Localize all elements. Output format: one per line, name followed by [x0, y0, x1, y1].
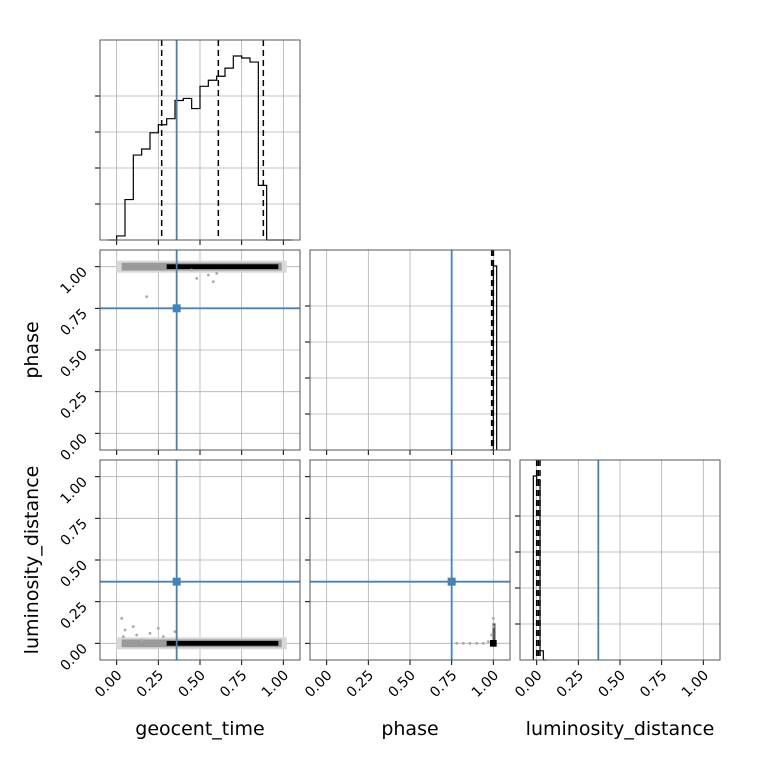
ytick-label-1-4: 1.00	[57, 264, 90, 297]
xtick-label-2-2: 0.50	[595, 668, 628, 701]
xlabel-luminosity-distance: luminosity_distance	[526, 718, 715, 740]
ytick-label-1-1: 0.25	[57, 389, 90, 422]
scatter-geocent-time-luminosity-distance-sample-point-2	[135, 633, 139, 637]
scatter-geocent-time-luminosity-distance-sample-point-6	[131, 625, 135, 629]
ytick-label-2-4: 1.00	[57, 474, 90, 507]
xtick-label-1-1: 0.25	[344, 668, 377, 701]
ylabel-phase: phase	[21, 321, 43, 378]
scatter-geocent-time-phase-truth-marker	[172, 304, 181, 313]
xtick-label-1-0: 0.00	[302, 668, 335, 701]
scatter-phase-luminosity-distance-frame	[309, 459, 511, 661]
scatter-phase-luminosity-distance-truth-marker	[447, 577, 456, 586]
scatter-phase-luminosity-distance-density-core	[490, 640, 497, 647]
scatter-geocent-time-luminosity-distance-sample-point-3	[148, 631, 152, 635]
scatter-phase-luminosity-distance-sample-point-7	[491, 625, 495, 629]
ytick-label-2-3: 0.75	[57, 516, 90, 549]
scatter-phase-luminosity-distance-sample-point-6	[490, 633, 494, 637]
scatter-geocent-time-phase-sample-point-1	[195, 276, 199, 280]
hist-geocent-time-panel	[95, 39, 301, 245]
scatter-geocent-time-luminosity-distance-sample-point-5	[173, 630, 177, 634]
xtick-label-1-2: 0.50	[385, 668, 418, 701]
ylabel-luminosity-distance: luminosity_distance	[21, 466, 43, 655]
scatter-geocent-time-luminosity-distance-frame	[99, 459, 301, 661]
xtick-label-2-0: 0.00	[512, 668, 545, 701]
hist-phase-panel	[305, 249, 511, 455]
hist-luminosity-distance-frame	[519, 459, 721, 661]
xtick-label-2-4: 1.00	[679, 668, 712, 701]
scatter-geocent-time-luminosity-distance-sample-point-9	[156, 626, 160, 630]
scatter-geocent-time-luminosity-distance-band-core	[166, 640, 279, 646]
xlabel-phase: phase	[381, 718, 438, 740]
xtick-label-0-1: 0.25	[134, 668, 167, 701]
scatter-geocent-time-phase-frame	[99, 249, 301, 451]
xlabel-geocent-time: geocent_time	[135, 718, 264, 740]
scatter-geocent-time-phase-sample-point-5	[190, 268, 194, 272]
scatter-geocent-time-phase-sample-point-4	[215, 271, 219, 275]
scatter-geocent-time-luminosity-distance-truth-marker	[172, 577, 181, 586]
xtick-label-0-2: 0.50	[175, 668, 208, 701]
scatter-phase-luminosity-distance-panel	[305, 459, 511, 665]
xtick-label-2-3: 0.75	[637, 668, 670, 701]
scatter-geocent-time-phase-sample-point-3	[211, 280, 215, 284]
ytick-label-2-0: 0.00	[57, 641, 90, 674]
ytick-label-1-0: 0.00	[57, 431, 90, 464]
scatter-geocent-time-phase-band-core	[166, 264, 279, 270]
xtick-label-0-0: 0.00	[92, 668, 125, 701]
hist-luminosity-distance-panel	[515, 459, 721, 665]
scatter-phase-luminosity-distance-density-tail	[492, 623, 496, 640]
hist-geocent-time-frame	[99, 39, 301, 241]
hist-geocent-time-histogram-step	[108, 55, 292, 241]
xtick-label-0-4: 1.00	[259, 668, 292, 701]
scatter-phase-luminosity-distance-sample-point-0	[455, 641, 459, 645]
scatter-geocent-time-phase-panel	[95, 249, 301, 455]
xtick-label-1-4: 1.00	[469, 668, 502, 701]
scatter-geocent-time-luminosity-distance-sample-point-0	[120, 616, 124, 620]
scatter-geocent-time-luminosity-distance-sample-point-1	[123, 628, 127, 632]
scatter-geocent-time-luminosity-distance-sample-point-8	[140, 638, 144, 642]
ytick-label-2-1: 0.25	[57, 599, 90, 632]
scatter-geocent-time-phase-sample-point-0	[145, 295, 149, 299]
scatter-phase-luminosity-distance-sample-point-3	[475, 641, 479, 645]
xtick-label-1-3: 0.75	[427, 668, 460, 701]
xtick-label-0-3: 0.75	[217, 668, 250, 701]
ytick-label-1-2: 0.50	[57, 348, 90, 381]
ytick-label-1-3: 0.75	[57, 306, 90, 339]
scatter-geocent-time-phase-sample-point-2	[206, 273, 210, 277]
scatter-phase-luminosity-distance-sample-point-8	[491, 616, 495, 620]
scatter-phase-luminosity-distance-sample-point-1	[461, 641, 465, 645]
ytick-label-2-2: 0.50	[57, 558, 90, 591]
xtick-label-2-1: 0.25	[554, 668, 587, 701]
scatter-phase-luminosity-distance-sample-point-4	[481, 641, 485, 645]
scatter-geocent-time-luminosity-distance-panel	[95, 459, 301, 665]
hist-luminosity-distance-histogram-step	[532, 475, 547, 661]
chart-marks: 0.00 0.25 0.50 0.75 1.00 0.00 0.25 0.50 0.75 1.00…	[57, 39, 721, 701]
scatter-phase-luminosity-distance-sample-point-2	[468, 641, 472, 645]
scatter-phase-luminosity-distance-sample-point-5	[486, 640, 490, 644]
scatter-geocent-time-luminosity-distance-sample-point-4	[161, 635, 165, 639]
scatter-geocent-time-luminosity-distance-sample-point-7	[121, 635, 125, 639]
hist-phase-frame	[309, 249, 511, 451]
